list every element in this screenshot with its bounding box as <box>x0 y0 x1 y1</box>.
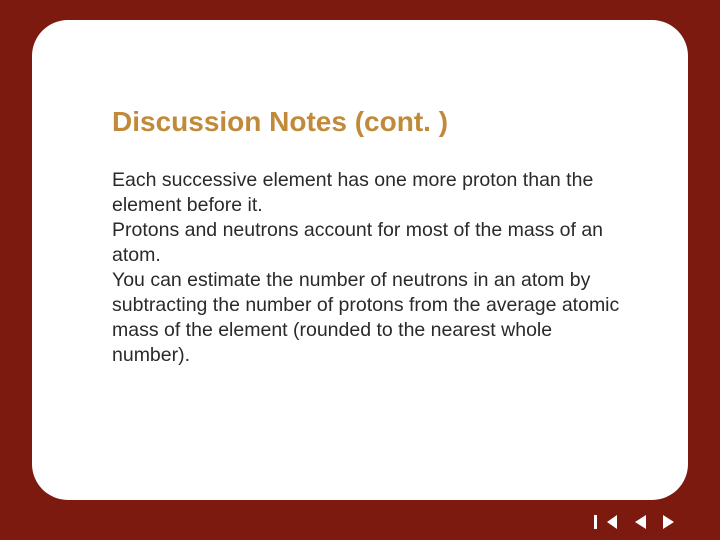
slide-body: Each successive element has one more pro… <box>112 168 622 368</box>
next-slide-button[interactable] <box>660 514 676 530</box>
body-paragraph: Protons and neutrons account for most of… <box>112 218 622 268</box>
triangle-right-icon <box>663 515 674 529</box>
body-paragraph: You can estimate the number of neutrons … <box>112 268 622 368</box>
previous-slide-button[interactable] <box>632 514 648 530</box>
slide-title: Discussion Notes (cont. ) <box>112 106 644 138</box>
triangle-left-icon <box>635 515 646 529</box>
first-slide-button[interactable] <box>604 514 620 530</box>
nav-controls <box>604 514 676 530</box>
slide-frame: Discussion Notes (cont. ) Each successiv… <box>0 0 720 540</box>
slide-card: Discussion Notes (cont. ) Each successiv… <box>32 20 688 500</box>
slide-content: Discussion Notes (cont. ) Each successiv… <box>56 48 664 368</box>
skip-back-icon <box>607 515 617 529</box>
body-paragraph: Each successive element has one more pro… <box>112 168 622 218</box>
